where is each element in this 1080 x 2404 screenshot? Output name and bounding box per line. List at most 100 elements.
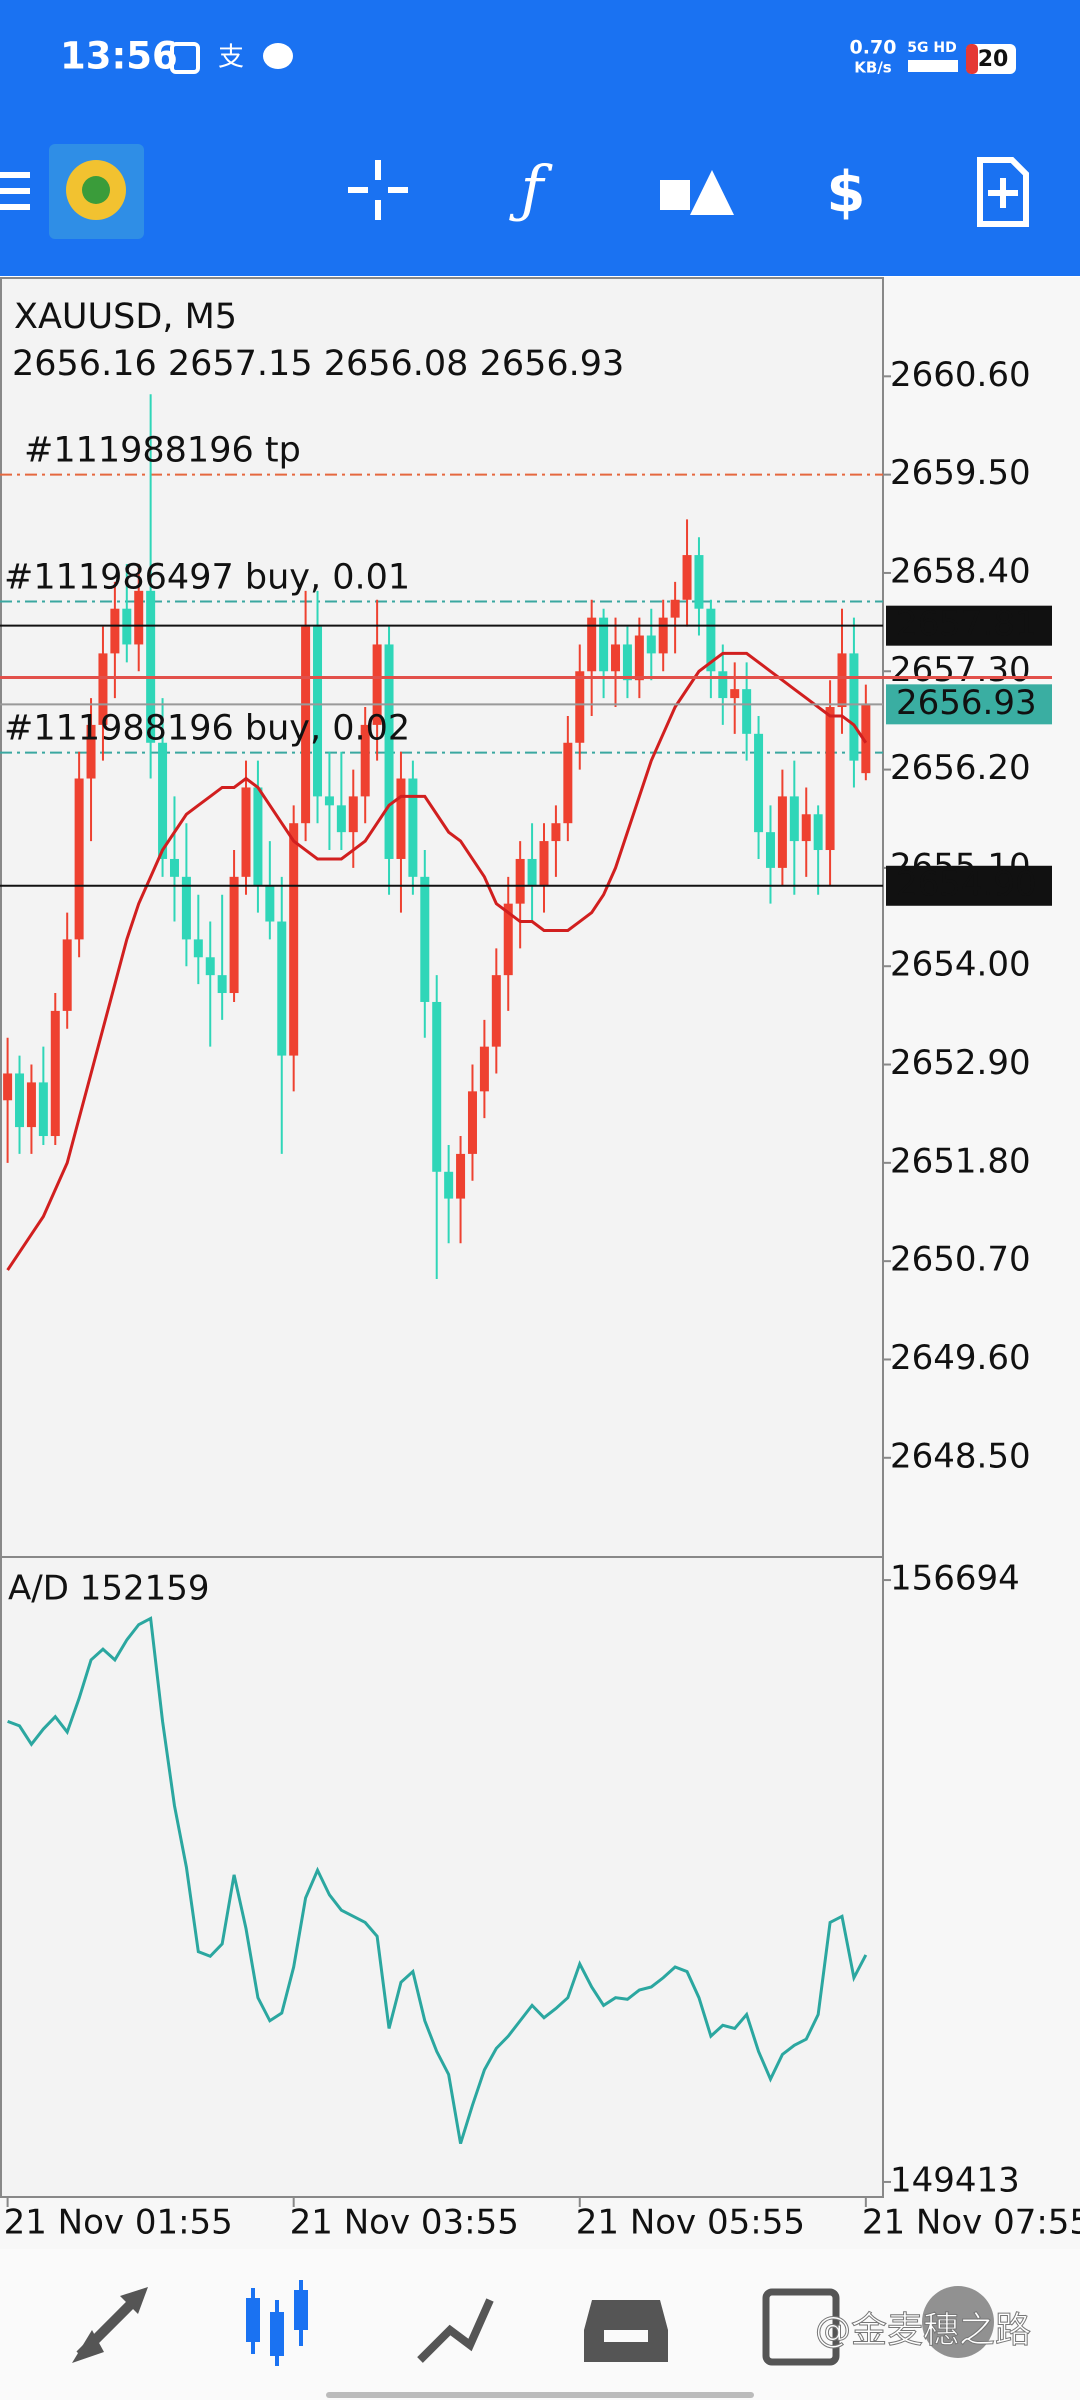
menu-button[interactable] — [0, 172, 30, 210]
candle-body — [611, 644, 621, 672]
candle-body — [384, 644, 394, 859]
network: 5G HD — [907, 40, 956, 56]
candle-body — [205, 957, 215, 976]
nav-trade[interactable] — [417, 2298, 494, 2363]
candle-body — [479, 1046, 489, 1092]
candle-body — [789, 796, 799, 842]
crosshair-button[interactable] — [348, 160, 408, 220]
candle-body — [348, 796, 358, 833]
candle-body — [241, 787, 251, 877]
order-label: #111986497 buy, 0.01 — [4, 558, 410, 598]
net-unit: KB/s — [854, 59, 892, 77]
clock: 13:56 — [60, 35, 178, 78]
candle-body — [134, 590, 144, 645]
x-tick-label: 21 Nov 07:55 — [862, 2203, 1080, 2243]
order-label: #111988196 tp — [24, 431, 301, 471]
candle-body — [98, 653, 108, 725]
candle-body — [229, 876, 239, 994]
main-plot — [0, 394, 883, 1280]
y-tick-label: 2657.30 — [890, 650, 1031, 690]
y-tick-label: 2652.90 — [890, 1043, 1031, 1083]
candle-body — [3, 1073, 13, 1101]
trade-button[interactable]: $ — [827, 160, 866, 225]
candle-body — [289, 823, 299, 1056]
nav-settings[interactable] — [922, 2286, 994, 2358]
candle-body — [217, 975, 227, 994]
candle-body — [420, 876, 430, 1002]
candle-body — [444, 1171, 454, 1199]
order-label: #111988196 buy, 0.02 — [4, 709, 410, 749]
nav-chart[interactable] — [246, 2280, 308, 2366]
y-tick-label: 2659.50 — [890, 453, 1031, 493]
candle-body — [158, 742, 168, 859]
candle-body — [670, 599, 680, 618]
candle-body — [527, 858, 537, 886]
candle-body — [551, 823, 561, 842]
candle-body — [313, 626, 323, 797]
candle-body — [837, 653, 847, 708]
battery-level — [966, 44, 978, 74]
candle-body — [503, 903, 513, 976]
candle-body — [26, 1082, 36, 1128]
candle-body — [575, 671, 585, 743]
candle-body — [86, 724, 96, 779]
candle-body — [253, 787, 263, 886]
candle-body — [301, 626, 311, 824]
candle-body — [62, 939, 72, 1011]
y-tick-label: 2650.70 — [890, 1240, 1031, 1280]
y-tick-label: 2649.60 — [890, 1338, 1031, 1378]
status-icon: 支 — [218, 43, 244, 73]
bottom-nav — [0, 2249, 1080, 2400]
battery-text: 20 — [978, 47, 1009, 72]
candle-body — [706, 608, 716, 672]
x-tick-label: 21 Nov 05:55 — [576, 2203, 805, 2243]
indicator-label: A/D 152159 — [8, 1569, 210, 1609]
home-indicator — [326, 2392, 754, 2398]
nav-news[interactable] — [762, 2288, 840, 2366]
symbol: XAUUSD, M5 — [14, 297, 237, 337]
candle-body — [718, 671, 728, 699]
candle-body — [622, 644, 632, 681]
main-window — [0, 277, 884, 1558]
candle-body — [801, 814, 811, 842]
status-icon — [170, 42, 200, 74]
candle-body — [491, 975, 501, 1047]
y-tick-label: 156694 — [890, 1559, 1020, 1599]
candle-body — [658, 617, 668, 654]
candle-body — [849, 653, 859, 761]
y-tick-label: 2660.60 — [890, 355, 1031, 395]
x-tick-label: 21 Nov 03:55 — [290, 2203, 519, 2243]
ohlc: 2656.16 2657.15 2656.08 2656.93 — [12, 344, 624, 384]
candle-body — [432, 1001, 442, 1172]
candle-body — [336, 805, 346, 833]
objects-button[interactable] — [660, 170, 734, 215]
y-tick-label: 2654.00 — [890, 945, 1031, 985]
candle-body — [169, 858, 179, 877]
nav-quotes[interactable] — [72, 2287, 148, 2363]
candle-body — [742, 689, 752, 734]
candle-body — [634, 635, 644, 681]
candle-body — [599, 617, 609, 672]
price-box — [886, 865, 1052, 906]
candle-body — [587, 617, 597, 672]
candle-body — [396, 778, 406, 859]
candle-body — [372, 644, 382, 725]
x-tick-label: 21 Nov 01:55 — [4, 2203, 233, 2243]
price-box — [886, 605, 1052, 646]
y-tick-label: 2658.40 — [890, 551, 1031, 591]
nav-history[interactable] — [584, 2300, 668, 2362]
candle-body — [265, 885, 275, 922]
ad-line — [7, 1616, 868, 2145]
candle-body — [765, 832, 775, 868]
new-order-button[interactable] — [977, 157, 1029, 227]
candle-body — [146, 590, 156, 743]
candle-body — [563, 742, 573, 824]
net-speed: 0.70 — [850, 37, 897, 59]
candle-body — [467, 1091, 477, 1154]
candle-body — [74, 778, 84, 940]
candle-body — [408, 778, 418, 877]
app-logo-mark — [82, 176, 110, 204]
candle-body — [539, 841, 549, 886]
candle-body — [694, 555, 704, 609]
